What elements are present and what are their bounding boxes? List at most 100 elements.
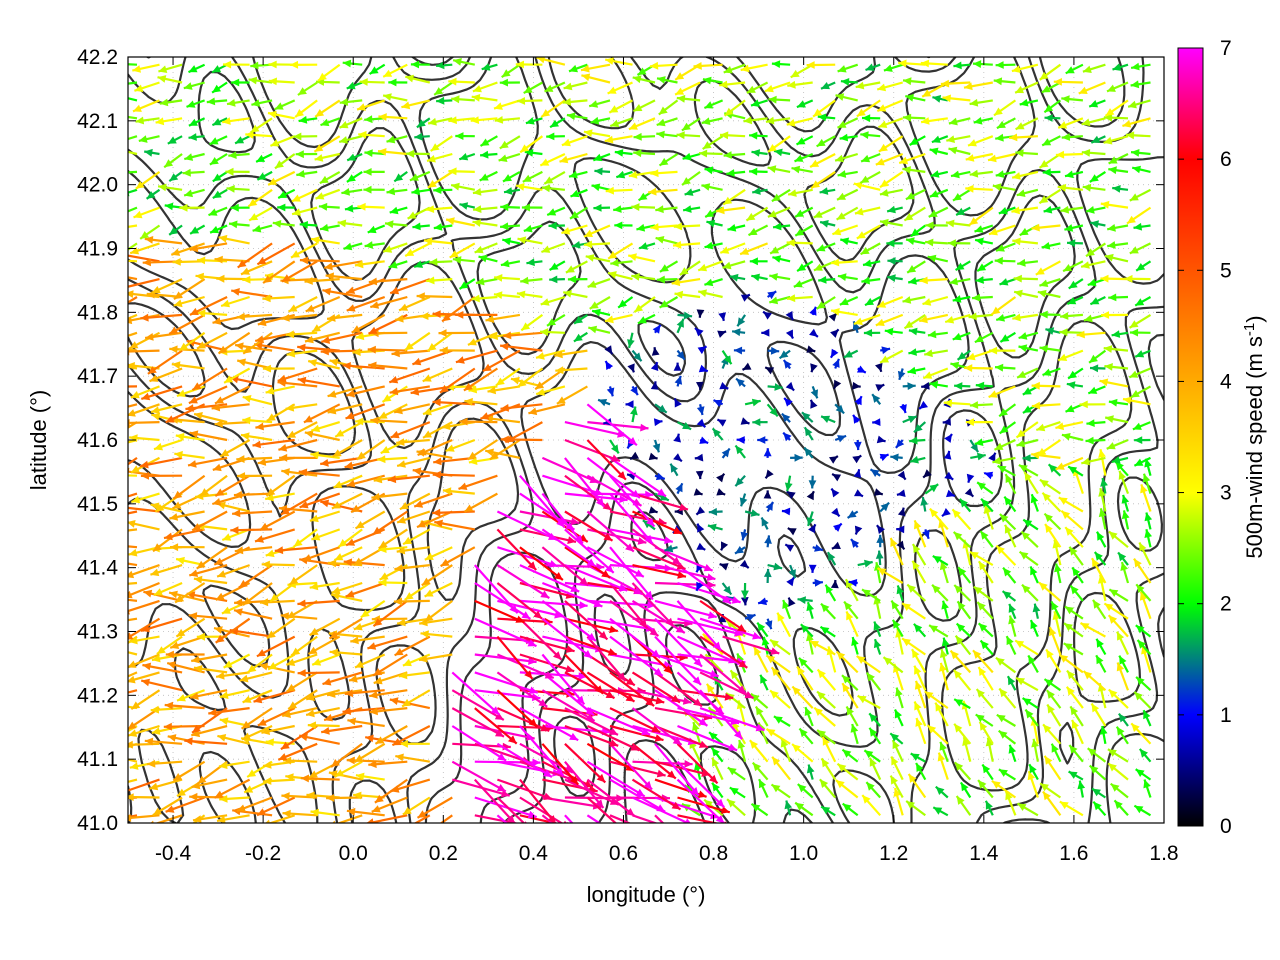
wind-arrow: [726, 798, 746, 817]
wind-arrow-head: [1070, 585, 1079, 595]
wind-arrow-head: [709, 774, 718, 784]
wind-arrow-head: [998, 769, 1008, 777]
wind-arrow: [298, 733, 340, 745]
wind-arrow-head: [833, 523, 842, 532]
wind-arrow-head: [682, 697, 692, 705]
wind-arrow-head: [670, 463, 678, 473]
wind-arrow-head: [773, 562, 783, 571]
wind-arrow: [288, 564, 318, 586]
wind-arrow-head: [621, 828, 630, 836]
wind-arrow-head: [977, 452, 986, 461]
wind-arrow-head: [806, 491, 814, 501]
wind-arrow-head: [553, 651, 562, 660]
wind-arrow: [139, 224, 161, 240]
wind-arrow: [1069, 584, 1084, 602]
wind-arrow-head: [850, 724, 859, 733]
wind-arrow: [701, 183, 723, 191]
wind-arrow: [1099, 378, 1129, 388]
wind-arrow: [1041, 242, 1061, 250]
wind-arrow: [378, 403, 408, 420]
wind-arrow: [128, 188, 138, 197]
wind-arrow-head: [1116, 726, 1125, 736]
wind-arrow-head: [402, 698, 411, 707]
wind-arrow-head: [130, 465, 140, 473]
wind-arrow: [842, 802, 859, 817]
wind-arrow-head: [806, 764, 815, 774]
wind-arrow: [541, 743, 580, 786]
wind-arrow-head: [217, 570, 226, 578]
wind-arrow: [872, 418, 881, 426]
wind-arrow: [593, 204, 611, 212]
wind-arrow-head: [788, 569, 796, 579]
wind-arrow-shaft: [564, 760, 605, 809]
wind-arrow-head: [770, 639, 779, 648]
wind-arrow-head: [1118, 713, 1127, 723]
wind-arrow-head: [721, 448, 730, 458]
wind-arrow-head: [208, 708, 217, 717]
wind-arrow-head: [189, 792, 198, 801]
wind-arrow: [1013, 289, 1039, 299]
wind-arrow-head: [795, 802, 805, 811]
wind-arrow-shaft: [413, 814, 431, 823]
wind-arrow: [1067, 465, 1084, 477]
wind-arrow-head: [149, 782, 159, 791]
wind-arrow: [451, 671, 501, 716]
wind-arrow-head: [1022, 584, 1031, 594]
wind-arrow-shaft: [586, 760, 646, 798]
wind-arrow-shaft: [519, 707, 579, 742]
wind-arrow-head: [696, 581, 704, 591]
wind-arrow-head: [346, 538, 356, 546]
wind-arrow: [922, 469, 932, 479]
wind-arrow: [673, 222, 701, 231]
wind-arrow: [242, 689, 273, 704]
wind-arrow: [1063, 642, 1084, 656]
wind-arrow: [884, 327, 903, 336]
wind-arrow-head: [343, 558, 353, 567]
wind-arrow-head: [944, 434, 952, 443]
wind-arrow: [850, 538, 860, 548]
wind-arrow-head: [706, 573, 716, 581]
wind-arrow-head: [219, 717, 229, 726]
wind-arrow-head: [1039, 582, 1048, 591]
wind-arrow-shaft: [609, 456, 667, 498]
wind-arrow-shaft: [654, 743, 700, 797]
wind-arrow-head: [825, 584, 834, 594]
wind-arrow-head: [118, 283, 127, 291]
wind-arrow: [970, 452, 986, 461]
wind-arrow: [831, 473, 842, 482]
wind-arrow: [233, 490, 273, 499]
wind-arrow-head: [144, 737, 154, 746]
wind-arrow-head: [707, 611, 717, 619]
wind-arrow: [1107, 762, 1129, 781]
wind-arrow: [907, 773, 927, 799]
wind-arrow-head: [1139, 591, 1148, 601]
wind-arrow-head: [846, 706, 854, 716]
wind-arrow-head: [972, 293, 981, 302]
wind-arrow-head: [614, 221, 623, 230]
wind-arrow: [390, 421, 431, 439]
wind-arrow: [573, 331, 588, 343]
wind-arrow: [1144, 529, 1152, 548]
wind-arrow: [343, 558, 385, 567]
wind-arrow-head: [329, 648, 338, 657]
wind-arrow: [1060, 509, 1084, 531]
wind-arrow: [1087, 278, 1106, 287]
wind-arrow: [625, 400, 634, 409]
wind-arrow-head: [1099, 378, 1109, 387]
wind-arrow-head: [237, 472, 246, 480]
wind-arrow: [998, 687, 1017, 709]
wind-arrow: [1068, 546, 1084, 566]
wind-arrow: [432, 470, 475, 479]
wind-arrow: [128, 671, 160, 684]
wind-arrow: [841, 674, 859, 691]
wind-arrow-head: [814, 578, 823, 587]
wind-arrow-head: [788, 597, 796, 607]
wind-arrow: [853, 439, 862, 451]
wind-arrow: [451, 725, 507, 762]
wind-arrow-head: [628, 253, 637, 261]
wind-arrow: [782, 431, 792, 442]
wind-arrow-head: [737, 740, 746, 749]
wind-arrow: [192, 814, 228, 823]
wind-arrow-head: [902, 638, 911, 647]
wind-arrow: [1028, 763, 1039, 781]
